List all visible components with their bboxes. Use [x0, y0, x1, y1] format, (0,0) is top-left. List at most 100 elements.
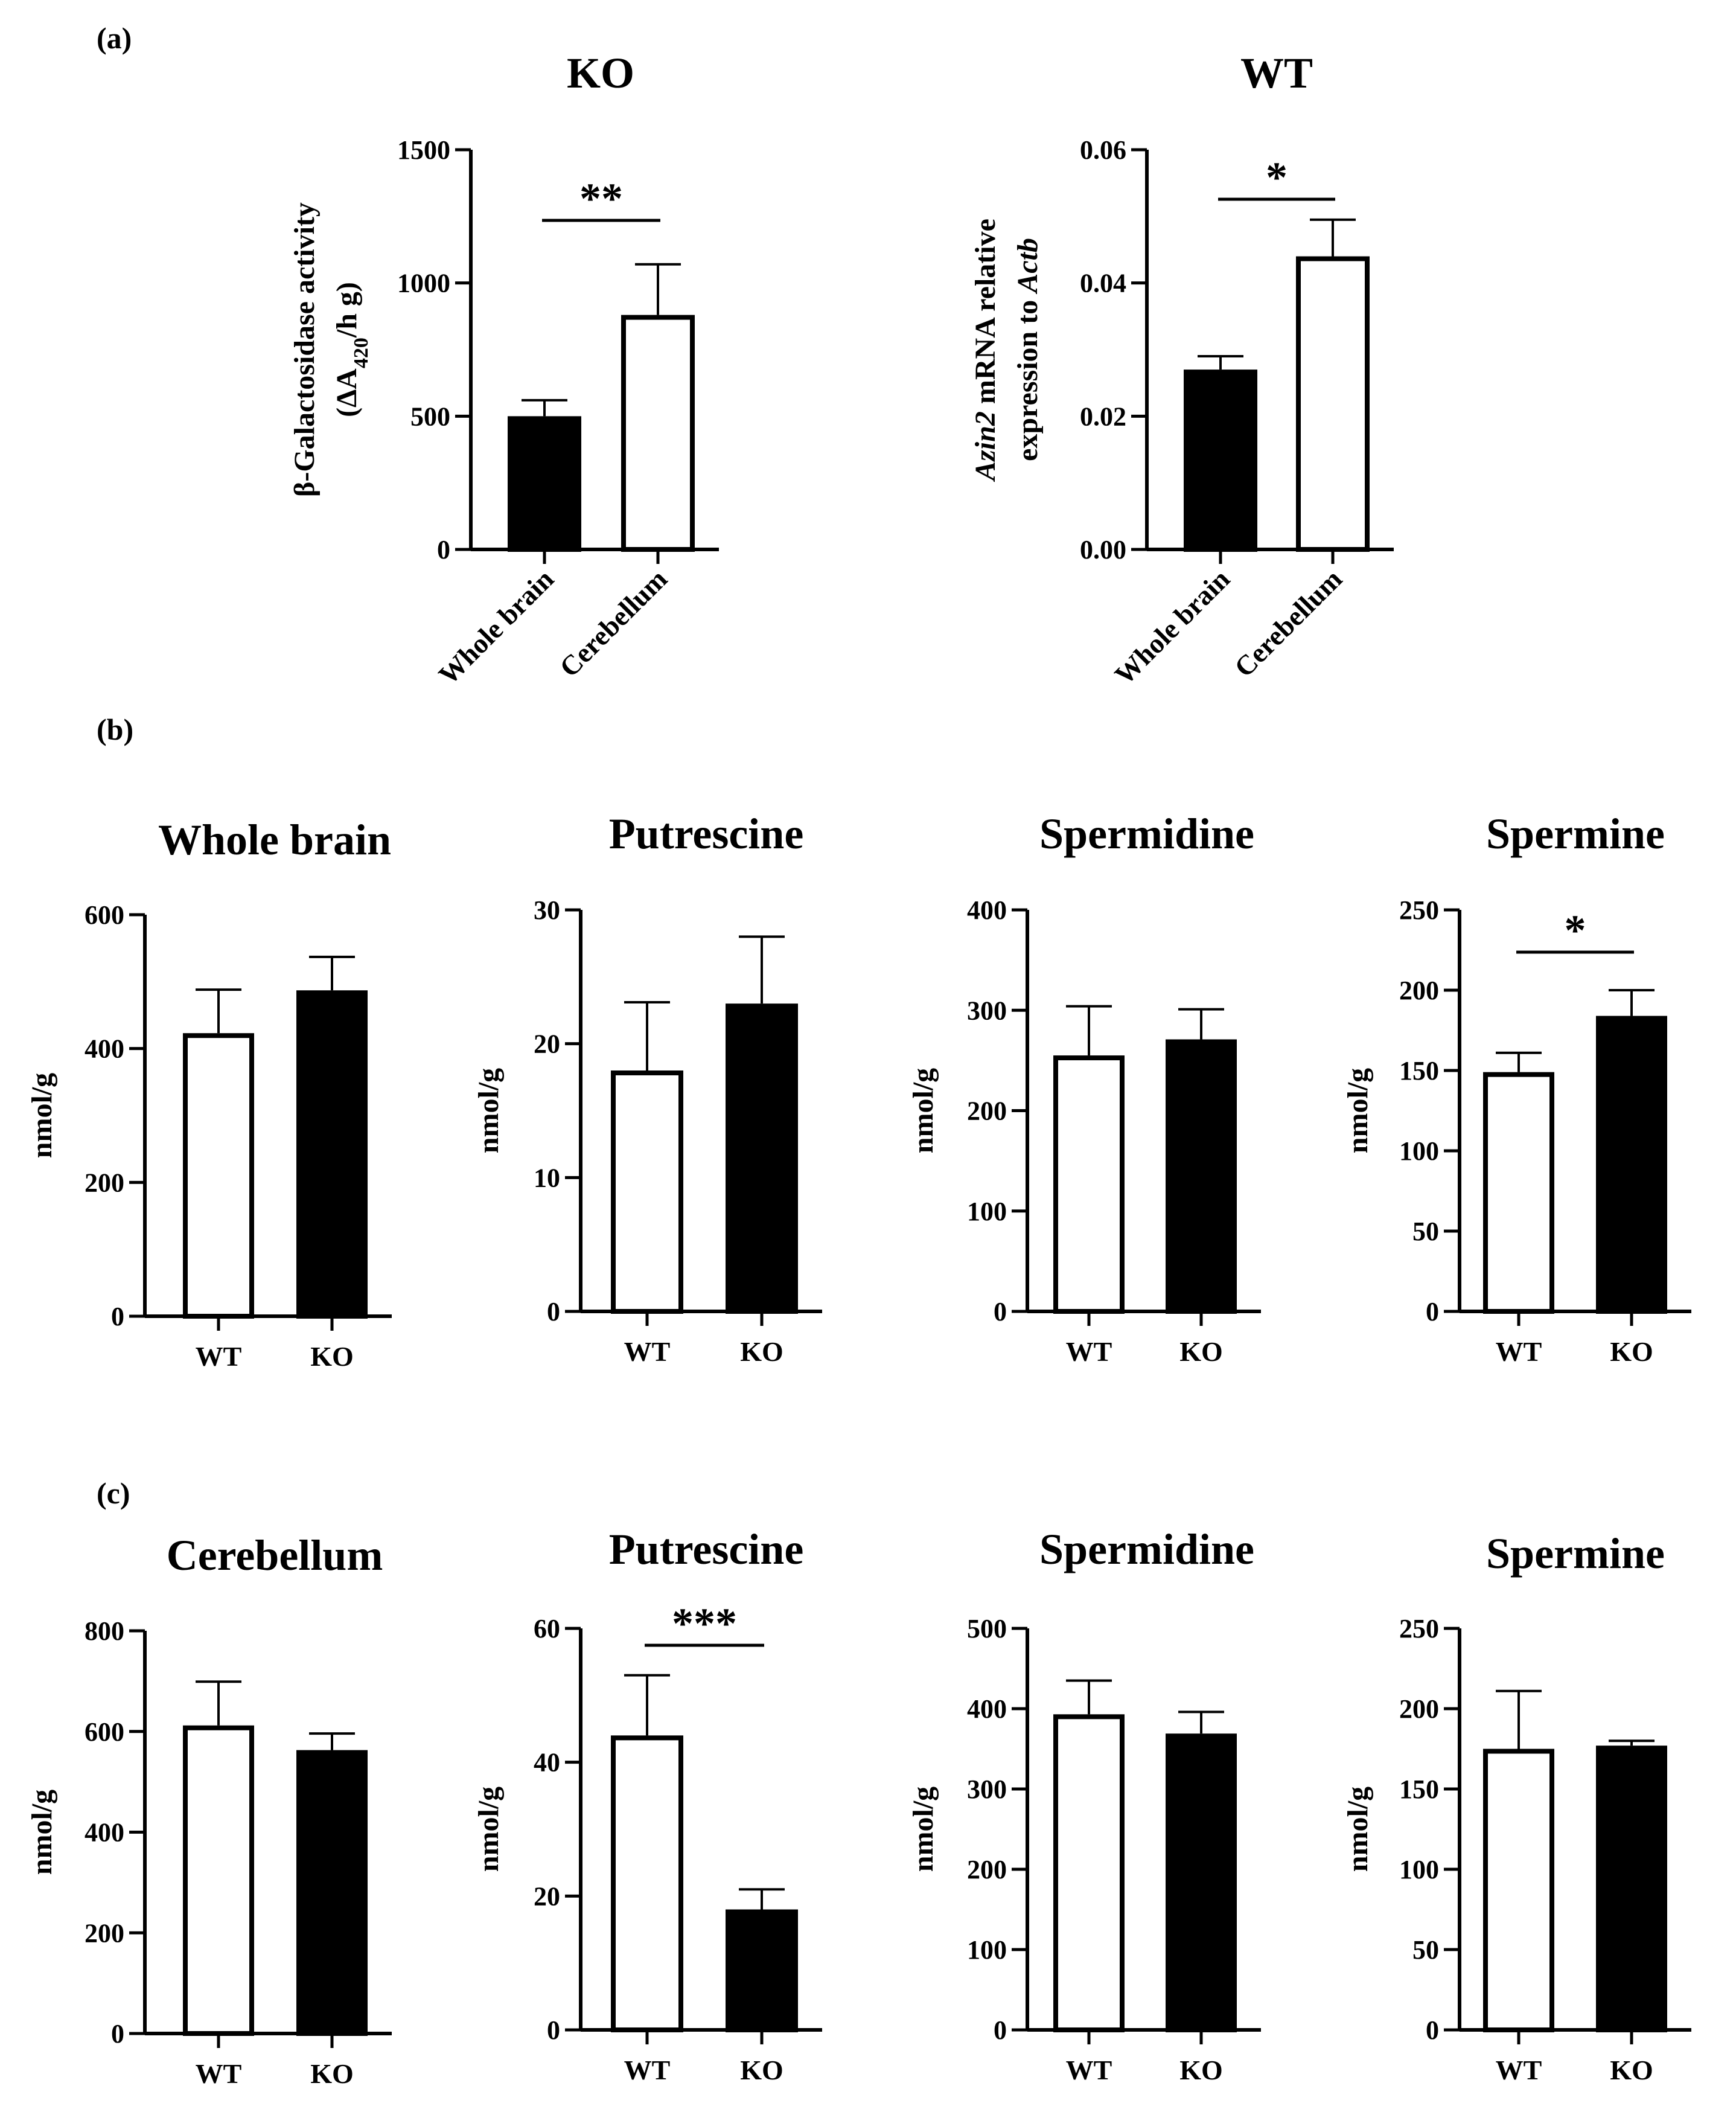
chart-title: Whole brain: [158, 816, 391, 864]
y-axis-title: nmol/g: [1342, 1787, 1374, 1872]
bar-ko: [296, 990, 368, 1319]
y-tick-label: 50: [1412, 1935, 1439, 1965]
y-tick-label: 40: [534, 1748, 560, 1778]
chart-b1: Whole brain 0 200 400 600 WT KO nmol/g: [26, 816, 392, 1372]
y-tick-label: 200: [967, 1855, 1007, 1884]
y-axis-title: Azin2 mRNA relative: [969, 219, 1001, 482]
x-category-label: KO: [310, 1341, 354, 1372]
y-tick-label: 0: [111, 1302, 124, 1331]
y-tick-label: 200: [967, 1096, 1007, 1126]
y-tick-label: 100: [1399, 1855, 1439, 1884]
x-category-label: Whole brain: [433, 563, 560, 690]
panel-label-c: (c): [97, 1476, 130, 1510]
bar-ko: [1166, 1733, 1237, 2032]
x-category-label: WT: [624, 1336, 671, 1367]
x-category-label: WT: [624, 2055, 671, 2085]
x-category-label: Cerebellum: [554, 563, 673, 683]
y-tick-label: 60: [534, 1614, 560, 1643]
y-tick-label: 0: [1426, 1297, 1439, 1326]
bar-cerebellum: [1296, 256, 1370, 552]
y-tick-label: 300: [967, 1774, 1007, 1804]
y-tick-label: 300: [967, 996, 1007, 1025]
y-tick-label: 0.06: [1080, 135, 1126, 165]
y-tick-label: 50: [1412, 1217, 1439, 1246]
y-axis-title: nmol/g: [907, 1787, 939, 1872]
panel-label-a: (a): [97, 21, 132, 55]
x-category-label: WT: [1496, 2055, 1542, 2085]
chart-title: Spermine: [1486, 810, 1665, 858]
x-category-label: WT: [196, 2058, 242, 2089]
chart-title: WT: [1240, 49, 1313, 97]
bar-wt: [611, 1735, 683, 2032]
y-axis-title: nmol/g: [26, 1073, 58, 1158]
bar-wt: [1053, 1714, 1125, 2033]
y-tick-label: 0: [994, 1297, 1007, 1326]
y-tick-label: 250: [1399, 895, 1439, 925]
x-category-label: KO: [1610, 2055, 1653, 2085]
y-tick-label: 400: [967, 895, 1007, 925]
x-category-label: KO: [740, 2055, 783, 2085]
y-tick-label: 200: [85, 1918, 124, 1948]
y-tick-label: 1000: [397, 269, 450, 298]
y-tick-label: 1500: [397, 135, 450, 165]
bar-wt: [1053, 1055, 1125, 1314]
bar-ko: [1596, 1746, 1667, 2032]
y-tick-label: 0: [111, 2019, 124, 2049]
y-tick-label: 600: [85, 900, 124, 930]
y-tick-label: 150: [1399, 1774, 1439, 1804]
chart-c4: Spermine 0 50 100 150 200 250 WT KO nmol/g: [1342, 1529, 1691, 2085]
x-category-label: Whole brain: [1109, 563, 1236, 690]
significance-marker: **: [579, 174, 623, 223]
y-axis-title: nmol/g: [907, 1068, 939, 1153]
bar-whole-brain: [1184, 370, 1257, 552]
bar-wt: [183, 1033, 254, 1319]
bar-cerebellum: [621, 315, 695, 552]
bar-whole-brain: [508, 416, 581, 552]
y-axis-title: nmol/g: [26, 1790, 58, 1875]
chart-c2: Putrescine 0 20 40 60 WT KO *** nmol/g: [473, 1525, 822, 2085]
chart-title: Putrescine: [609, 1525, 804, 1573]
significance-marker: ***: [672, 1599, 737, 1648]
y-tick-label: 600: [85, 1717, 124, 1747]
chart-title: Spermidine: [1039, 1525, 1254, 1573]
y-tick-label: 0: [994, 2015, 1007, 2045]
y-tick-label: 200: [85, 1168, 124, 1197]
chart-title: Putrescine: [609, 810, 804, 858]
y-tick-label: 0: [437, 535, 450, 565]
x-category-label: WT: [1496, 1336, 1542, 1367]
chart-title: KO: [567, 49, 634, 97]
y-tick-label: 150: [1399, 1056, 1439, 1086]
y-tick-label: 100: [967, 1935, 1007, 1965]
y-tick-label: 200: [1399, 1694, 1439, 1724]
significance-marker: *: [1565, 906, 1586, 955]
bar-ko: [726, 1003, 798, 1314]
chart-b3: Spermidine 0 100 200 300 400 WT KO nmol/g: [907, 810, 1261, 1367]
y-tick-label: 30: [534, 895, 560, 925]
y-tick-label: 20: [534, 1881, 560, 1911]
x-category-label: KO: [1610, 1336, 1653, 1367]
y-axis-title: nmol/g: [1342, 1068, 1374, 1153]
chart-b2: Putrescine 0 10 20 30 WT KO nmol/g: [473, 810, 822, 1367]
x-category-label: KO: [310, 2058, 354, 2089]
bar-wt: [611, 1070, 683, 1314]
y-tick-label: 20: [534, 1029, 560, 1059]
y-tick-label: 500: [967, 1614, 1007, 1643]
chart-c3: Spermidine 0 100 200 300 400 500 WT KO nmol/g: [907, 1525, 1261, 2085]
y-tick-label: 200: [1399, 976, 1439, 1005]
y-tick-label: 0.04: [1080, 269, 1126, 298]
bar-ko: [726, 1909, 798, 2032]
chart-c1: Cerebellum 0 200 400 600 800 WT KO nmol/g: [26, 1531, 392, 2089]
panel-label-b: (b): [97, 712, 133, 746]
chart-title: Spermine: [1486, 1529, 1665, 1578]
x-category-label: WT: [1066, 1336, 1112, 1367]
y-tick-label: 100: [1399, 1136, 1439, 1166]
x-category-label: KO: [740, 1336, 783, 1367]
y-tick-label: 100: [967, 1197, 1007, 1226]
bar-wt: [1483, 1072, 1554, 1314]
y-tick-label: 400: [85, 1034, 124, 1064]
x-category-label: WT: [1066, 2055, 1112, 2085]
